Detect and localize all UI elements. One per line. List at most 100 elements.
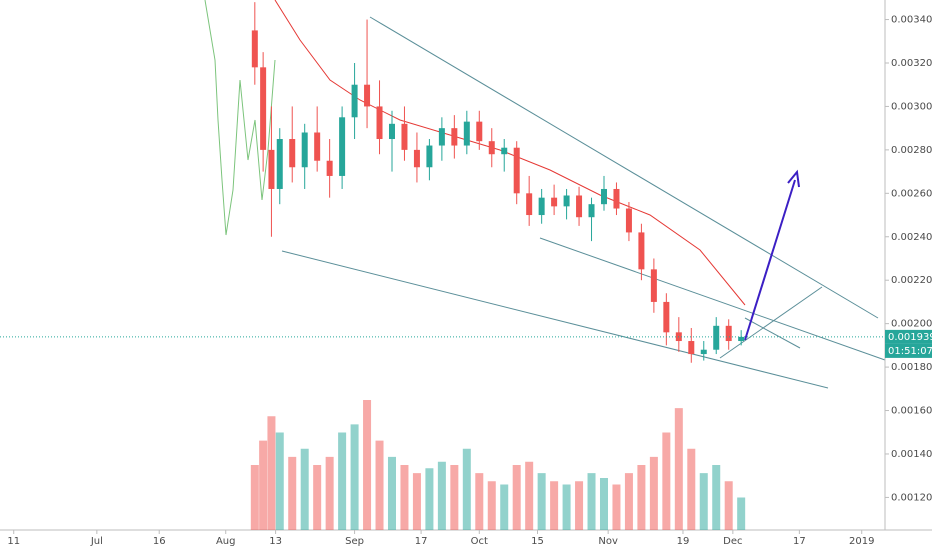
trend-line [539,237,886,361]
arrow [744,179,796,341]
volume-bar [425,468,434,530]
volume-bar [450,465,459,530]
volume-bar [500,484,509,530]
candle-body [526,193,533,216]
volume-bar [712,465,721,530]
x-tick-label: 19 [677,536,690,547]
volume-bar [412,473,421,530]
candle-body [588,204,595,218]
x-tick-label: Aug [216,536,236,547]
candle-body [289,139,296,168]
drawings [204,0,886,389]
candle-body [314,132,321,161]
x-tick-label: 11 [7,536,20,547]
x-tick-label: Sep [345,536,364,547]
candle-body [600,188,607,205]
volume-bar [313,465,322,530]
volume-bar [562,484,571,530]
candle-body [413,149,420,168]
candle-body [576,195,583,218]
candle-body [251,30,258,68]
candle-body [376,106,383,140]
candle-body [276,139,283,189]
volume-bar [575,481,584,530]
candle-body [463,121,470,146]
candle-body [339,117,346,176]
volume-bar [724,481,733,530]
x-tick-label: 2019 [849,536,874,547]
candle-body [488,141,495,155]
volume-bar [599,478,608,530]
volume-bar [624,473,633,530]
x-tick-label: 17 [793,536,806,547]
trend-line [719,286,823,359]
trend-line [281,250,829,389]
volume-bar [400,465,409,530]
x-tick-label: Nov [598,536,618,547]
countdown-box [885,343,932,358]
volume-bar [487,481,496,530]
candle-body [563,195,570,207]
last-price-label: 0.001939 [888,332,932,343]
candle-body [700,349,707,355]
volume-bar [288,456,297,530]
candle-body [713,325,720,350]
volume-bar [387,456,396,530]
volume-bar [300,448,309,530]
x-tick-label: 17 [415,536,428,547]
volume-bar [687,448,696,530]
volume-bar [275,432,284,530]
volume-bar [363,400,372,530]
candle-body [725,325,732,342]
candle-body [638,232,645,270]
candle-body [501,147,508,155]
volume-bar [587,473,596,530]
volume-bar [338,432,347,530]
volume-bar [550,481,559,530]
candle-body [625,208,632,233]
candle-body [538,197,545,216]
volume-bar [267,416,276,530]
candle-body [688,341,695,355]
candle-body [663,301,670,333]
y-tick-label: 0.001200 [891,492,932,503]
candle-body [650,269,657,302]
candle-body [401,123,408,150]
last-price-box [885,329,932,344]
candle-body [438,128,445,146]
arrow-head [787,169,800,188]
volume-bar [475,473,484,530]
volume-bar [649,456,658,530]
candle-body [426,145,433,168]
x-tick-label: Dec [723,536,742,547]
volume-bar [525,461,534,530]
x-tick-label: Oct [471,536,488,547]
candle-body [738,336,745,342]
candle-body [364,84,371,107]
candle-body [260,67,267,150]
volume-bar [737,497,746,530]
x-tick-label: 16 [153,536,166,547]
x-tick-label: 13 [269,536,282,547]
candle-body [513,147,520,194]
countdown-label: 01:51:07 [888,346,932,357]
volume-bar [662,432,671,530]
x-tick-label: 15 [531,536,544,547]
candle-body [476,121,483,142]
volume-bar [462,448,471,530]
candle-body [613,188,620,209]
volume-bar [699,473,708,530]
trend-line [369,16,879,319]
candle-body [388,123,395,140]
volume-bar [537,473,546,530]
